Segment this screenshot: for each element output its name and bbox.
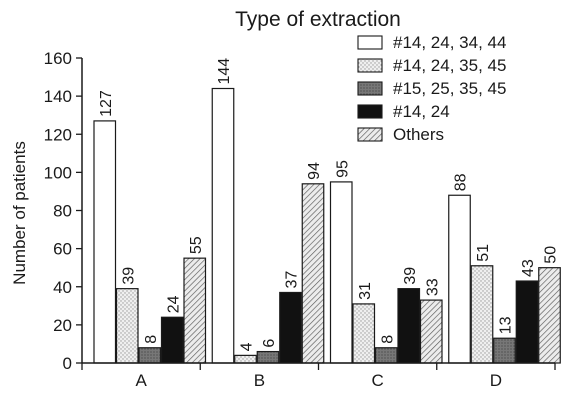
data-label: 8: [143, 335, 160, 344]
data-label: 31: [357, 282, 374, 300]
bar-series: [93, 87, 561, 364]
legend-label: Others: [393, 125, 444, 144]
y-tick-label: 80: [53, 202, 72, 221]
bar-d-series-5: [538, 267, 561, 364]
y-tick-label: 160: [44, 49, 72, 68]
data-label: 95: [334, 160, 351, 178]
bar-b-series-1: [211, 87, 235, 364]
bar-a-series-1: [93, 120, 117, 364]
x-tick-label: C: [371, 371, 383, 390]
data-label: 51: [475, 244, 492, 262]
legend-swatch: [357, 127, 383, 142]
legend: #14, 24, 34, 44 #14, 24, 35, 45 #15, 25, 3…: [357, 33, 506, 144]
legend-label: #14, 24, 35, 45: [393, 56, 506, 75]
data-label: 13: [498, 316, 515, 334]
bar-d-series-1: [448, 194, 471, 364]
data-labels: 127 39 8 24 55 144 4 6 37 94 95 31 8 39 33 88 51 13 43 50: [98, 58, 560, 352]
legend-label: #15, 25, 35, 45: [393, 79, 506, 98]
data-label: 50: [543, 246, 560, 264]
legend-swatch: [357, 104, 383, 119]
bar-a-series-3: [138, 347, 162, 364]
bar-a-series-2: [115, 288, 139, 364]
bar-b-series-4: [279, 291, 302, 364]
bar-c-series-5: [419, 299, 443, 364]
data-label: 94: [306, 162, 323, 180]
data-label: 6: [261, 339, 278, 348]
y-tick-label: 40: [53, 278, 72, 297]
y-tick-label: 60: [53, 240, 72, 259]
legend-swatch: [357, 81, 383, 96]
legend-label: #14, 24: [393, 102, 450, 121]
x-tick-label: A: [135, 371, 147, 390]
y-tick-label: 20: [53, 316, 72, 335]
bar-d-series-2: [470, 265, 494, 364]
x-tick-label: D: [490, 371, 502, 390]
data-label: 39: [120, 267, 137, 285]
data-label: 88: [453, 173, 470, 191]
y-axis-label: Number of patients: [10, 141, 29, 285]
data-label: 43: [520, 259, 537, 277]
chart-title: Type of extraction: [235, 8, 401, 31]
data-label: 4: [239, 342, 256, 351]
bar-c-series-1: [329, 181, 353, 364]
data-label: 127: [98, 90, 115, 117]
bar-b-series-5: [301, 183, 325, 364]
bar-c-series-3: [374, 347, 398, 364]
bar-c-series-4: [397, 288, 421, 364]
bar-d-series-3: [493, 337, 516, 364]
data-label: 144: [216, 58, 233, 85]
y-tick-label: 100: [44, 163, 72, 182]
bar-a-series-5: [183, 257, 207, 364]
data-label: 39: [402, 267, 419, 285]
data-label: 55: [188, 236, 205, 254]
data-label: 33: [424, 278, 441, 296]
data-label: 24: [165, 295, 182, 313]
bar-c-series-2: [352, 303, 376, 364]
legend-swatch: [357, 35, 383, 50]
x-axis: A B C D: [81, 363, 556, 390]
bar-d-series-4: [515, 280, 539, 364]
y-tick-label: 120: [44, 125, 72, 144]
data-label: 8: [379, 335, 396, 344]
legend-label: #14, 24, 34, 44: [393, 33, 506, 52]
y-axis: 0 20 40 60 80 100 120 140 160: [44, 49, 82, 373]
y-tick-label: 140: [44, 87, 72, 106]
data-label: 37: [284, 271, 301, 289]
y-tick-label: 0: [63, 354, 72, 373]
bar-b-series-2: [234, 354, 257, 364]
bar-b-series-3: [256, 350, 280, 364]
bar-a-series-4: [160, 316, 184, 364]
x-tick-label: B: [254, 371, 265, 390]
legend-swatch: [357, 58, 383, 73]
